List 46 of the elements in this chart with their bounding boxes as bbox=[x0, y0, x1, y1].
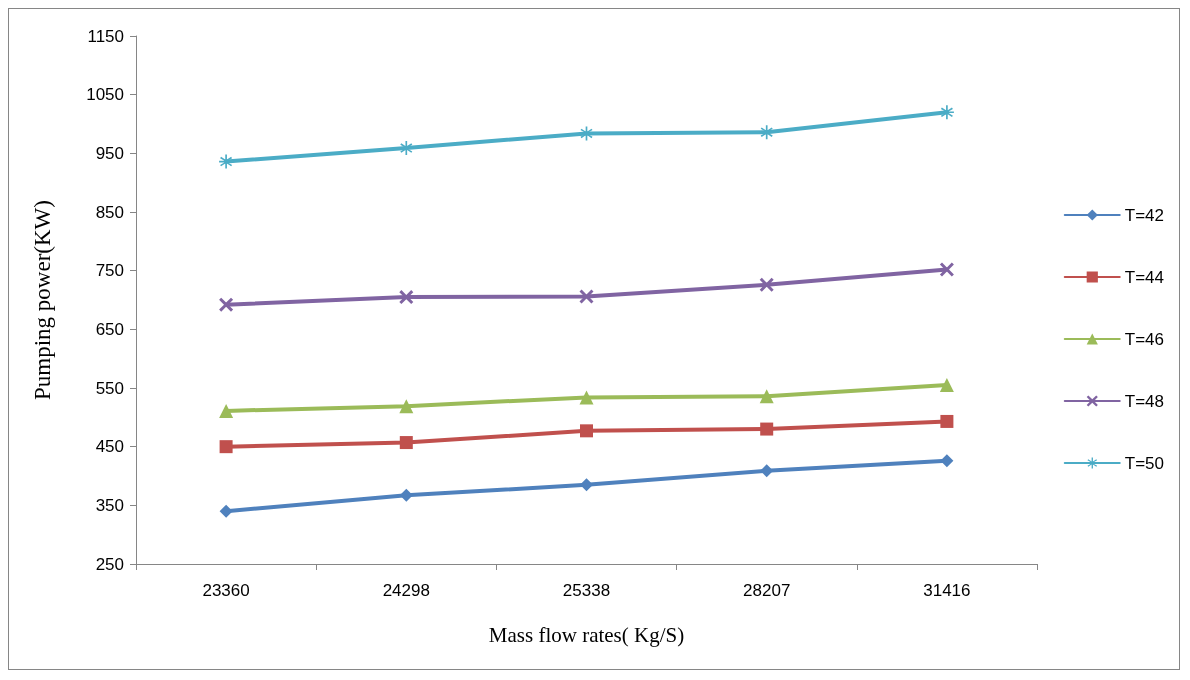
point bbox=[399, 399, 414, 414]
point bbox=[219, 403, 234, 418]
y-tick-label: 750 bbox=[95, 261, 124, 281]
legend-label: T=44 bbox=[1124, 267, 1165, 287]
point bbox=[759, 389, 774, 404]
y-tick-label: 250 bbox=[95, 554, 124, 574]
point bbox=[579, 289, 594, 304]
y-tick-label: 1050 bbox=[86, 85, 124, 105]
x-tick-label: 23360 bbox=[202, 581, 250, 600]
point bbox=[760, 422, 774, 436]
point bbox=[939, 105, 954, 120]
y-tick-label: 550 bbox=[95, 378, 124, 398]
point bbox=[580, 478, 593, 492]
point bbox=[399, 436, 413, 450]
point bbox=[399, 141, 414, 156]
x-tick-label: 28207 bbox=[743, 581, 791, 600]
point bbox=[939, 378, 954, 393]
point bbox=[579, 390, 594, 405]
point bbox=[759, 125, 774, 140]
point bbox=[219, 440, 233, 454]
legend-label: T=46 bbox=[1124, 329, 1165, 349]
point bbox=[399, 290, 414, 305]
legend-label: T=50 bbox=[1124, 453, 1165, 473]
y-tick-label: 950 bbox=[95, 143, 124, 163]
point bbox=[939, 262, 954, 277]
point bbox=[219, 154, 234, 169]
x-tick-label: 31416 bbox=[923, 581, 971, 600]
point bbox=[759, 277, 774, 292]
point bbox=[940, 414, 954, 428]
point bbox=[219, 297, 234, 312]
x-axis-title: Mass flow rates( Kg/S) bbox=[488, 622, 685, 647]
y-tick-label: 350 bbox=[95, 495, 124, 515]
y-tick-label: 650 bbox=[95, 319, 124, 339]
point bbox=[219, 504, 233, 518]
legend-label: T=48 bbox=[1124, 391, 1165, 411]
x-tick-label: 24298 bbox=[382, 581, 430, 600]
y-tick-label: 1150 bbox=[87, 26, 124, 46]
legend-label: T=42 bbox=[1124, 205, 1165, 225]
y-tick-label: 450 bbox=[95, 437, 124, 457]
point bbox=[580, 424, 593, 438]
point bbox=[940, 454, 954, 468]
point bbox=[399, 488, 413, 502]
y-axis-title: Pumping power(KW) bbox=[30, 200, 55, 400]
point bbox=[760, 464, 774, 478]
x-tick-label: 25338 bbox=[562, 581, 611, 600]
y-tick-label: 850 bbox=[95, 202, 124, 222]
